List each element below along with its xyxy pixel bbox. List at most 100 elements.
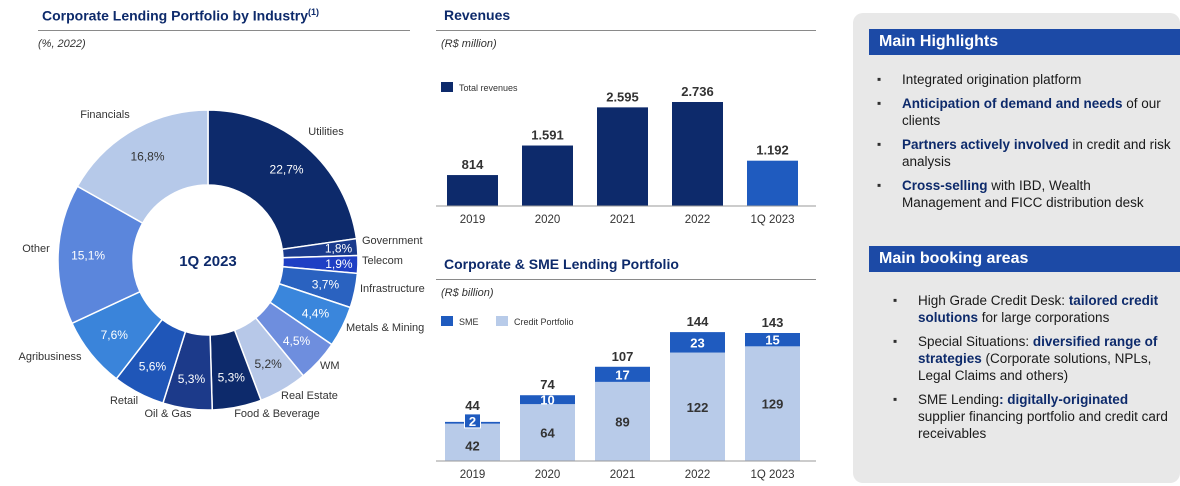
pie-value-label-financials: 16,8%: [130, 149, 164, 163]
lending-subtitle: (R$ billion): [441, 287, 494, 299]
pie-center-label: 1Q 2023: [179, 253, 237, 270]
lending-legend-swatch-sme: [441, 316, 453, 326]
revenues-value-label-2020: 1.591: [531, 128, 564, 143]
pie-value-label-food-beverage: 5,3%: [218, 371, 246, 385]
revenues-tick-1q-2023: 1Q 2023: [750, 214, 794, 226]
revenues-subtitle: (R$ million): [441, 38, 497, 50]
pie-title-footnote: (1): [308, 7, 319, 17]
revenues-value-label-2021: 2.595: [606, 89, 639, 104]
lending-bar-sme-2022: [670, 332, 725, 353]
pie-value-label-wm: 4,5%: [283, 334, 311, 348]
pie-subtitle: (%, 2022): [38, 38, 86, 50]
revenues-title-rule: [436, 30, 816, 31]
pie-value-label-retail: 5,6%: [139, 359, 167, 373]
lending-value-credit-1q-2023: 129: [762, 397, 784, 412]
pie-category-label-food-beverage: Food & Beverage: [234, 408, 320, 420]
lending-bar-credit-2021: [595, 381, 650, 461]
pie-category-label-financials: Financials: [80, 109, 130, 121]
lending-sme-callout-box-2019: [464, 413, 481, 429]
revenues-value-label-1q-2023: 1.192: [756, 143, 789, 158]
booking-item-3: SME Lending: digitally-originated suppli…: [893, 391, 1178, 442]
lending-total-2020: 74: [540, 377, 555, 392]
lending-value-credit-2022: 122: [687, 400, 709, 415]
lending-tick-2022: 2022: [685, 469, 711, 481]
revenues-bar-2022: [672, 102, 723, 206]
pie-value-label-telecom: 1,9%: [325, 257, 353, 271]
main-booking-areas-list: High Grade Credit Desk: tailored credit …: [893, 292, 1178, 449]
revenues-legend-swatch: [441, 82, 453, 92]
pie-value-label-government: 1,8%: [325, 242, 353, 256]
revenues-tick-2020: 2020: [535, 214, 561, 226]
lending-bar-credit-2019: [445, 423, 500, 461]
pie-category-label-utilities: Utilities: [308, 126, 344, 138]
booking-item-1: High Grade Credit Desk: tailored credit …: [893, 292, 1178, 326]
pie-category-label-oil-gas: Oil & Gas: [144, 408, 192, 420]
pie-category-label-telecom: Telecom: [362, 255, 403, 267]
lending-total-2021: 107: [612, 349, 634, 364]
pie-category-label-infrastructure: Infrastructure: [360, 283, 425, 295]
pie-value-label-utilities: 22,7%: [270, 162, 304, 176]
revenues-title: Revenues: [444, 7, 511, 23]
lending-legend-swatch-credit: [496, 316, 508, 326]
lending-tick-2020: 2020: [535, 469, 561, 481]
lending-tick-2021: 2021: [610, 469, 636, 481]
pie-category-label-real-estate: Real Estate: [281, 390, 338, 402]
pie-category-label-government: Government: [362, 235, 423, 247]
revenues-value-label-2019: 814: [462, 157, 484, 172]
lending-value-credit-2019: 42: [465, 438, 479, 453]
pie-value-label-metals-mining: 4,4%: [302, 306, 330, 320]
pie-value-label-infrastructure: 3,7%: [312, 278, 340, 292]
lending-value-sme-2020: 10: [540, 393, 554, 408]
main-booking-areas-header: Main booking areas: [869, 246, 1180, 272]
highlight-item-4: Cross-selling with IBD, Wealth Managemen…: [877, 177, 1173, 211]
revenues-tick-2022: 2022: [685, 214, 711, 226]
lending-value-sme-2021: 17: [615, 367, 629, 382]
lending-tick-2019: 2019: [460, 469, 486, 481]
highlight-item-2: Anticipation of demand and needs of our …: [877, 95, 1173, 129]
pie-category-label-other: Other: [22, 243, 50, 255]
highlights-panel: Main Highlights Integrated origination p…: [853, 13, 1180, 483]
pie-category-label-agribusiness: Agribusiness: [19, 351, 82, 363]
pie-category-label-wm: WM: [320, 360, 340, 372]
revenues-value-label-2022: 2.736: [681, 84, 714, 99]
lending-value-sme-1q-2023: 15: [765, 333, 779, 348]
pie-title-text: Corporate Lending Portfolio by Industry: [42, 7, 308, 24]
revenues-bar-1q-2023: [747, 160, 798, 206]
lending-total-2019: 44: [465, 398, 480, 413]
lending-total-1q-2023: 143: [762, 315, 784, 330]
lending-bar-sme-1q-2023: [745, 333, 800, 347]
pie-chart-title: Corporate Lending Portfolio by Industry(…: [42, 7, 319, 24]
booking-item-2: Special Situations: diversified range of…: [893, 333, 1178, 384]
main-highlights-header: Main Highlights: [869, 29, 1180, 55]
highlight-item-3: Partners actively involved in credit and…: [877, 136, 1173, 170]
pie-value-label-oil-gas: 5,3%: [178, 372, 206, 386]
lending-legend-label-sme: SME: [459, 317, 479, 327]
lending-title-rule: [436, 279, 816, 280]
pie-value-label-agribusiness: 7,6%: [101, 328, 129, 342]
revenues-bar-2019: [447, 175, 498, 206]
lending-value-credit-2021: 89: [615, 414, 629, 429]
highlight-item-1: Integrated origination platform: [877, 71, 1173, 88]
lending-bar-credit-2020: [520, 404, 575, 461]
lending-bar-credit-2022: [670, 352, 725, 461]
lending-tick-1q-2023: 1Q 2023: [750, 469, 794, 481]
main-highlights-list: Integrated origination platform Anticipat…: [877, 71, 1173, 218]
revenues-tick-2021: 2021: [610, 214, 636, 226]
lending-bar-credit-1q-2023: [745, 346, 800, 461]
pie-value-label-other: 15,1%: [71, 248, 105, 262]
pie-slice-utilities: [207, 109, 358, 251]
pie-slice-financials: [76, 109, 209, 225]
revenues-chart: Total revenues 814 1.591 2.595 2.736 1.192 2…: [436, 82, 816, 226]
revenues-bar-2020: [522, 145, 573, 206]
lending-title: Corporate & SME Lending Portfolio: [444, 256, 679, 272]
pie-category-label-retail: Retail: [110, 395, 138, 407]
revenues-tick-2019: 2019: [460, 214, 486, 226]
lending-bar-sme-2020: [520, 395, 575, 405]
lending-value-sme-2019: 2: [469, 414, 476, 429]
lending-value-sme-2022: 23: [690, 335, 704, 350]
pie-chart: 22,7% Utilities 1,8% Government 1,9% Telecom 3…: [19, 109, 425, 420]
revenues-bar-2021: [597, 107, 648, 206]
pie-title-rule: [38, 30, 410, 31]
lending-total-2022: 144: [687, 314, 709, 329]
